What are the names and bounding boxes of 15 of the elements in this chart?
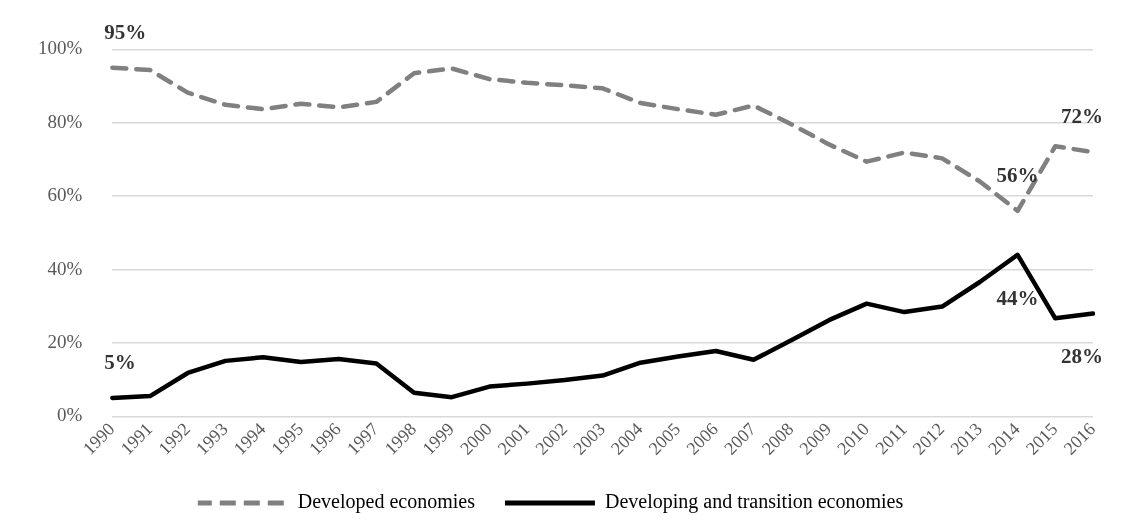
data-label: 28% [1061,344,1103,369]
legend-label: Developing and transition economies [604,490,904,514]
x-tick-label: 2011 [871,418,911,459]
y-tick-label: 0% [57,404,83,426]
data-label: 44% [996,285,1039,310]
y-tick-label: 20% [47,330,83,352]
data-label: 72% [1061,104,1103,129]
y-tick-label: 60% [47,184,83,206]
data-label: 56% [996,162,1039,187]
y-tick-label: 100% [38,37,83,59]
y-tick-label: 80% [47,110,83,132]
data-label: 5% [104,349,136,374]
y-tick-label: 40% [47,257,83,279]
legend-label: Developed economies [297,490,476,514]
data-label: 95% [104,19,147,44]
